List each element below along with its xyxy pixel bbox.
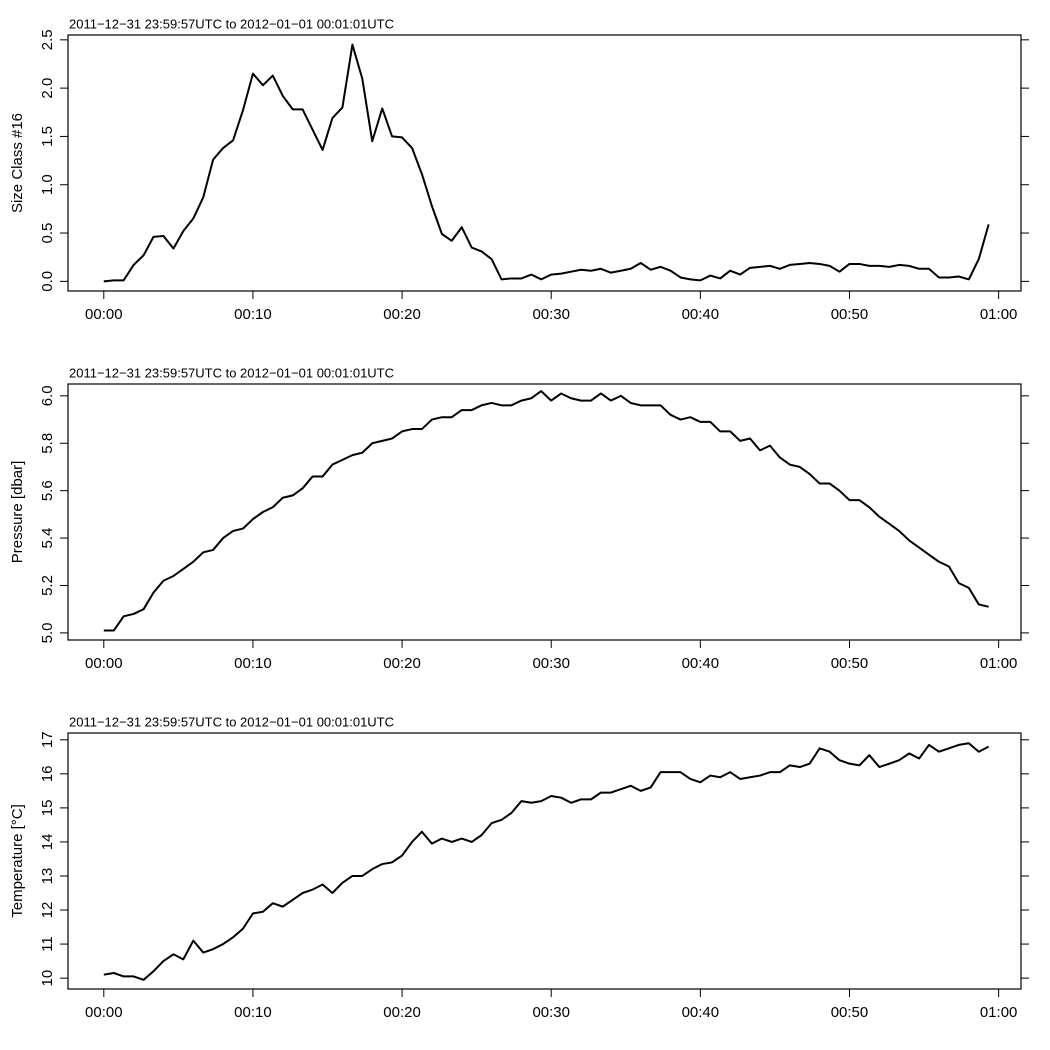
y-tick-label: 10 [39, 970, 56, 987]
subtitle: 2011−12−31 23:59:57UTC to 2012−01−01 00:… [69, 714, 394, 729]
plot-frame [67, 383, 1022, 641]
plot-frame [67, 34, 1022, 292]
x-tick-label: 00:00 [85, 306, 123, 323]
y-tick-label: 11 [39, 936, 56, 952]
y-tick-label: 5.6 [39, 480, 56, 501]
y-tick-label: 17 [39, 731, 56, 748]
y-tick-label: 2.0 [39, 78, 56, 99]
plot-area [103, 43, 990, 283]
y-tick-label: 0.5 [39, 223, 56, 244]
x-tick-label: 00:40 [682, 655, 720, 672]
y-tick-label: 0.0 [39, 271, 56, 292]
x-tick-label: 00:50 [831, 306, 869, 323]
y-axis-label: Size Class #16 [9, 113, 26, 213]
data-line [103, 742, 990, 981]
x-tick-label: 00:30 [532, 655, 570, 672]
data-line [103, 390, 989, 632]
y-tick-label: 16 [39, 766, 56, 783]
x-tick-label: 00:30 [532, 1004, 570, 1021]
subtitle: 2011−12−31 23:59:57UTC to 2012−01−01 00:… [69, 365, 394, 380]
y-tick-label: 6.0 [39, 385, 56, 406]
plot-frame [67, 732, 1022, 990]
x-tick-label: 01:00 [980, 655, 1018, 672]
x-tick-label: 00:00 [85, 655, 123, 672]
x-tick-label: 01:00 [980, 1004, 1018, 1021]
y-tick-label: 15 [39, 800, 56, 817]
x-tick-label: 00:10 [234, 306, 272, 323]
plot-area [103, 742, 990, 981]
x-tick-label: 00:20 [383, 306, 421, 323]
x-tick-label: 00:50 [831, 655, 869, 672]
y-tick-label: 5.8 [39, 433, 56, 454]
y-axis-label: Pressure [dbar] [9, 461, 26, 564]
y-tick-label: 14 [39, 834, 56, 851]
data-line [103, 43, 990, 283]
plot-area [103, 390, 989, 632]
panel: 2011−12−31 23:59:57UTC to 2012−01−01 00:… [9, 16, 1029, 323]
x-tick-label: 00:10 [234, 655, 272, 672]
y-tick-label: 5.2 [39, 575, 56, 596]
x-tick-label: 00:40 [682, 1004, 720, 1021]
x-tick-label: 00:00 [85, 1004, 123, 1021]
subtitle: 2011−12−31 23:59:57UTC to 2012−01−01 00:… [69, 16, 394, 31]
x-tick-label: 00:40 [682, 306, 720, 323]
y-tick-label: 12 [39, 902, 56, 919]
y-tick-label: 1.0 [39, 174, 56, 195]
x-tick-label: 00:30 [532, 306, 570, 323]
panel: 2011−12−31 23:59:57UTC to 2012−01−01 00:… [9, 365, 1029, 672]
y-tick-label: 13 [39, 868, 56, 885]
x-tick-label: 00:10 [234, 1004, 272, 1021]
x-tick-label: 00:20 [383, 1004, 421, 1021]
x-tick-label: 00:20 [383, 655, 421, 672]
y-tick-label: 2.5 [39, 29, 56, 50]
y-axis-label: Temperature [°C] [9, 804, 26, 918]
x-tick-label: 00:50 [831, 1004, 869, 1021]
panel: 2011−12−31 23:59:57UTC to 2012−01−01 00:… [9, 714, 1029, 1021]
y-tick-label: 5.0 [39, 622, 56, 643]
y-tick-label: 5.4 [39, 528, 56, 549]
x-tick-label: 01:00 [980, 306, 1018, 323]
y-tick-label: 1.5 [39, 126, 56, 147]
